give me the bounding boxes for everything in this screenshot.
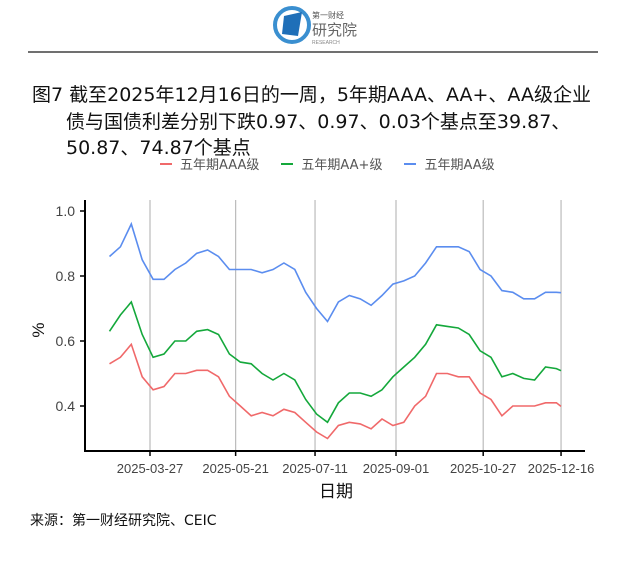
- header-divider: [28, 51, 598, 53]
- legend-swatch: [160, 162, 172, 165]
- x-tick-label: 2025-10-27: [450, 461, 517, 476]
- series-line-0: [109, 342, 562, 440]
- source-note: 来源：第一财经研究院、CEIC: [30, 513, 217, 529]
- x-tick-label: 2025-05-21: [202, 461, 269, 476]
- x-tick-label: 2025-03-27: [117, 461, 184, 476]
- series-line-1: [108, 300, 562, 424]
- y-axis-label: %: [29, 322, 48, 337]
- legend-item-aa: 五年期AA级: [404, 154, 495, 173]
- legend: 五年期AAA级 五年期AA+级 五年期AA级: [160, 154, 495, 173]
- series-line-2: [108, 221, 562, 323]
- figure-title-line2: 债与国债利差分别下跌0.97、0.97、0.03个基点至39.87、: [66, 111, 571, 133]
- legend-swatch: [404, 162, 417, 165]
- legend-label: 五年期AAA级: [180, 158, 260, 173]
- legend-swatch: [281, 162, 294, 165]
- legend-label: 五年期AA级: [424, 158, 495, 173]
- legend-item-aaplus: 五年期AA+级: [281, 154, 382, 173]
- x-tick-label: 2025-12-16: [528, 461, 595, 476]
- figure-title-line3: 50.87、74.87个基点: [66, 137, 251, 159]
- logo: 第一财经 研究院 RESEARCH: [272, 4, 382, 46]
- x-tick-label: 2025-09-01: [363, 461, 430, 476]
- figure-title-line1: 图7 截至2025年12月16日的一周，5年期AAA、AA+、AA级企业: [32, 84, 591, 106]
- legend-item-aaa: 五年期AAA级: [160, 154, 259, 173]
- legend-label: 五年期AA+级: [301, 158, 383, 173]
- x-axis-label: 日期: [319, 482, 353, 501]
- y-tick-label: 0.6: [56, 333, 76, 349]
- y-tick-label: 0.8: [56, 268, 76, 284]
- y-tick-label: 0.4: [56, 398, 76, 414]
- y-tick-label: 1.0: [56, 203, 76, 219]
- svg-text:第一财经: 第一财经: [312, 10, 344, 20]
- svg-text:研究院: 研究院: [312, 21, 357, 39]
- svg-text:RESEARCH: RESEARCH: [312, 40, 340, 46]
- x-tick-label: 2025-07-11: [282, 461, 348, 476]
